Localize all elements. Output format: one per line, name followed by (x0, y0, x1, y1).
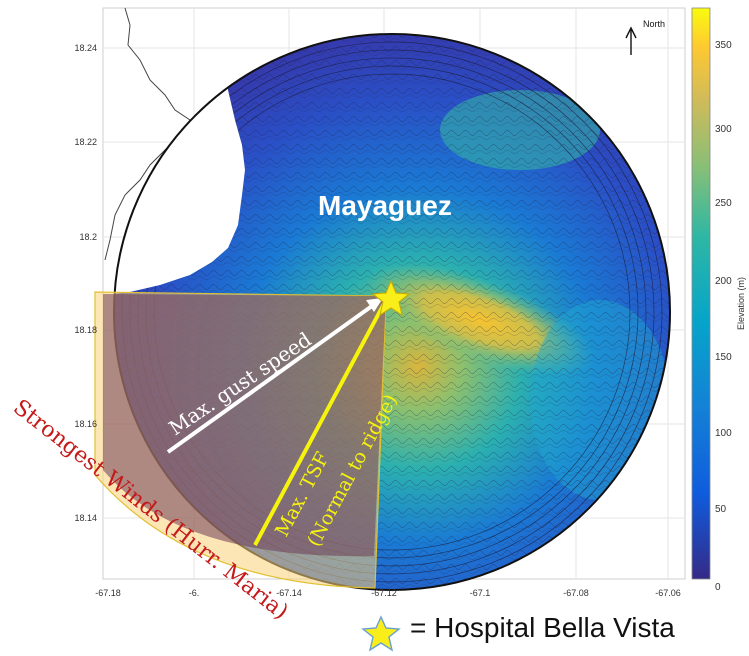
hospital-star-marker (371, 279, 411, 317)
max-tsf-line (253, 299, 388, 546)
x-tick-label: -67.12 (371, 588, 397, 598)
y-axis-tick-labels: 18.24 18.22 18.2 18.18 18.16 18.14 (74, 43, 97, 523)
y-tick-label: 18.24 (74, 43, 97, 53)
y-tick-label: 18.14 (74, 513, 97, 523)
x-tick-label: -67.18 (95, 588, 121, 598)
colorbar-tick-label: 150 (715, 352, 732, 363)
sector-inner-shade (103, 294, 386, 557)
north-label: North (643, 19, 665, 29)
colorbar-tick-label: 350 (715, 40, 732, 51)
y-tick-label: 18.16 (74, 419, 97, 429)
y-tick-label: 18.2 (79, 232, 97, 242)
x-tick-label: -67.08 (563, 588, 589, 598)
north-arrow: North (625, 19, 665, 55)
y-tick-label: 18.22 (74, 137, 97, 147)
colorbar-tick-label: 100 (715, 428, 732, 439)
colorbar-tick-label: 50 (715, 504, 727, 515)
colorbar-tick-label: 200 (715, 276, 732, 287)
city-label: Mayaguez (318, 190, 452, 221)
x-tick-label: -67.14 (276, 588, 302, 598)
legend-label: = Hospital Bella Vista (410, 612, 675, 643)
y-tick-label: 18.18 (74, 325, 97, 335)
colorbar-tick-label: 0 (715, 582, 721, 593)
colorbar-tick-label: 250 (715, 198, 732, 209)
colorbar-tick-label: 300 (715, 124, 732, 135)
x-tick-label: -67.06 (655, 588, 681, 598)
elevation-colorbar: 350 300 250 200 150 100 50 0 Elevation (… (691, 7, 746, 593)
legend-star-icon (361, 615, 401, 652)
x-tick-label: -67.1 (470, 588, 491, 598)
max-gust-speed-arrow (166, 298, 383, 454)
x-tick-label: -6. (189, 588, 200, 598)
colorbar-label: Elevation (m) (736, 277, 746, 330)
x-axis-tick-labels: -67.18 -6. -67.14 -67.12 -67.1 -67.08 -6… (95, 588, 681, 598)
